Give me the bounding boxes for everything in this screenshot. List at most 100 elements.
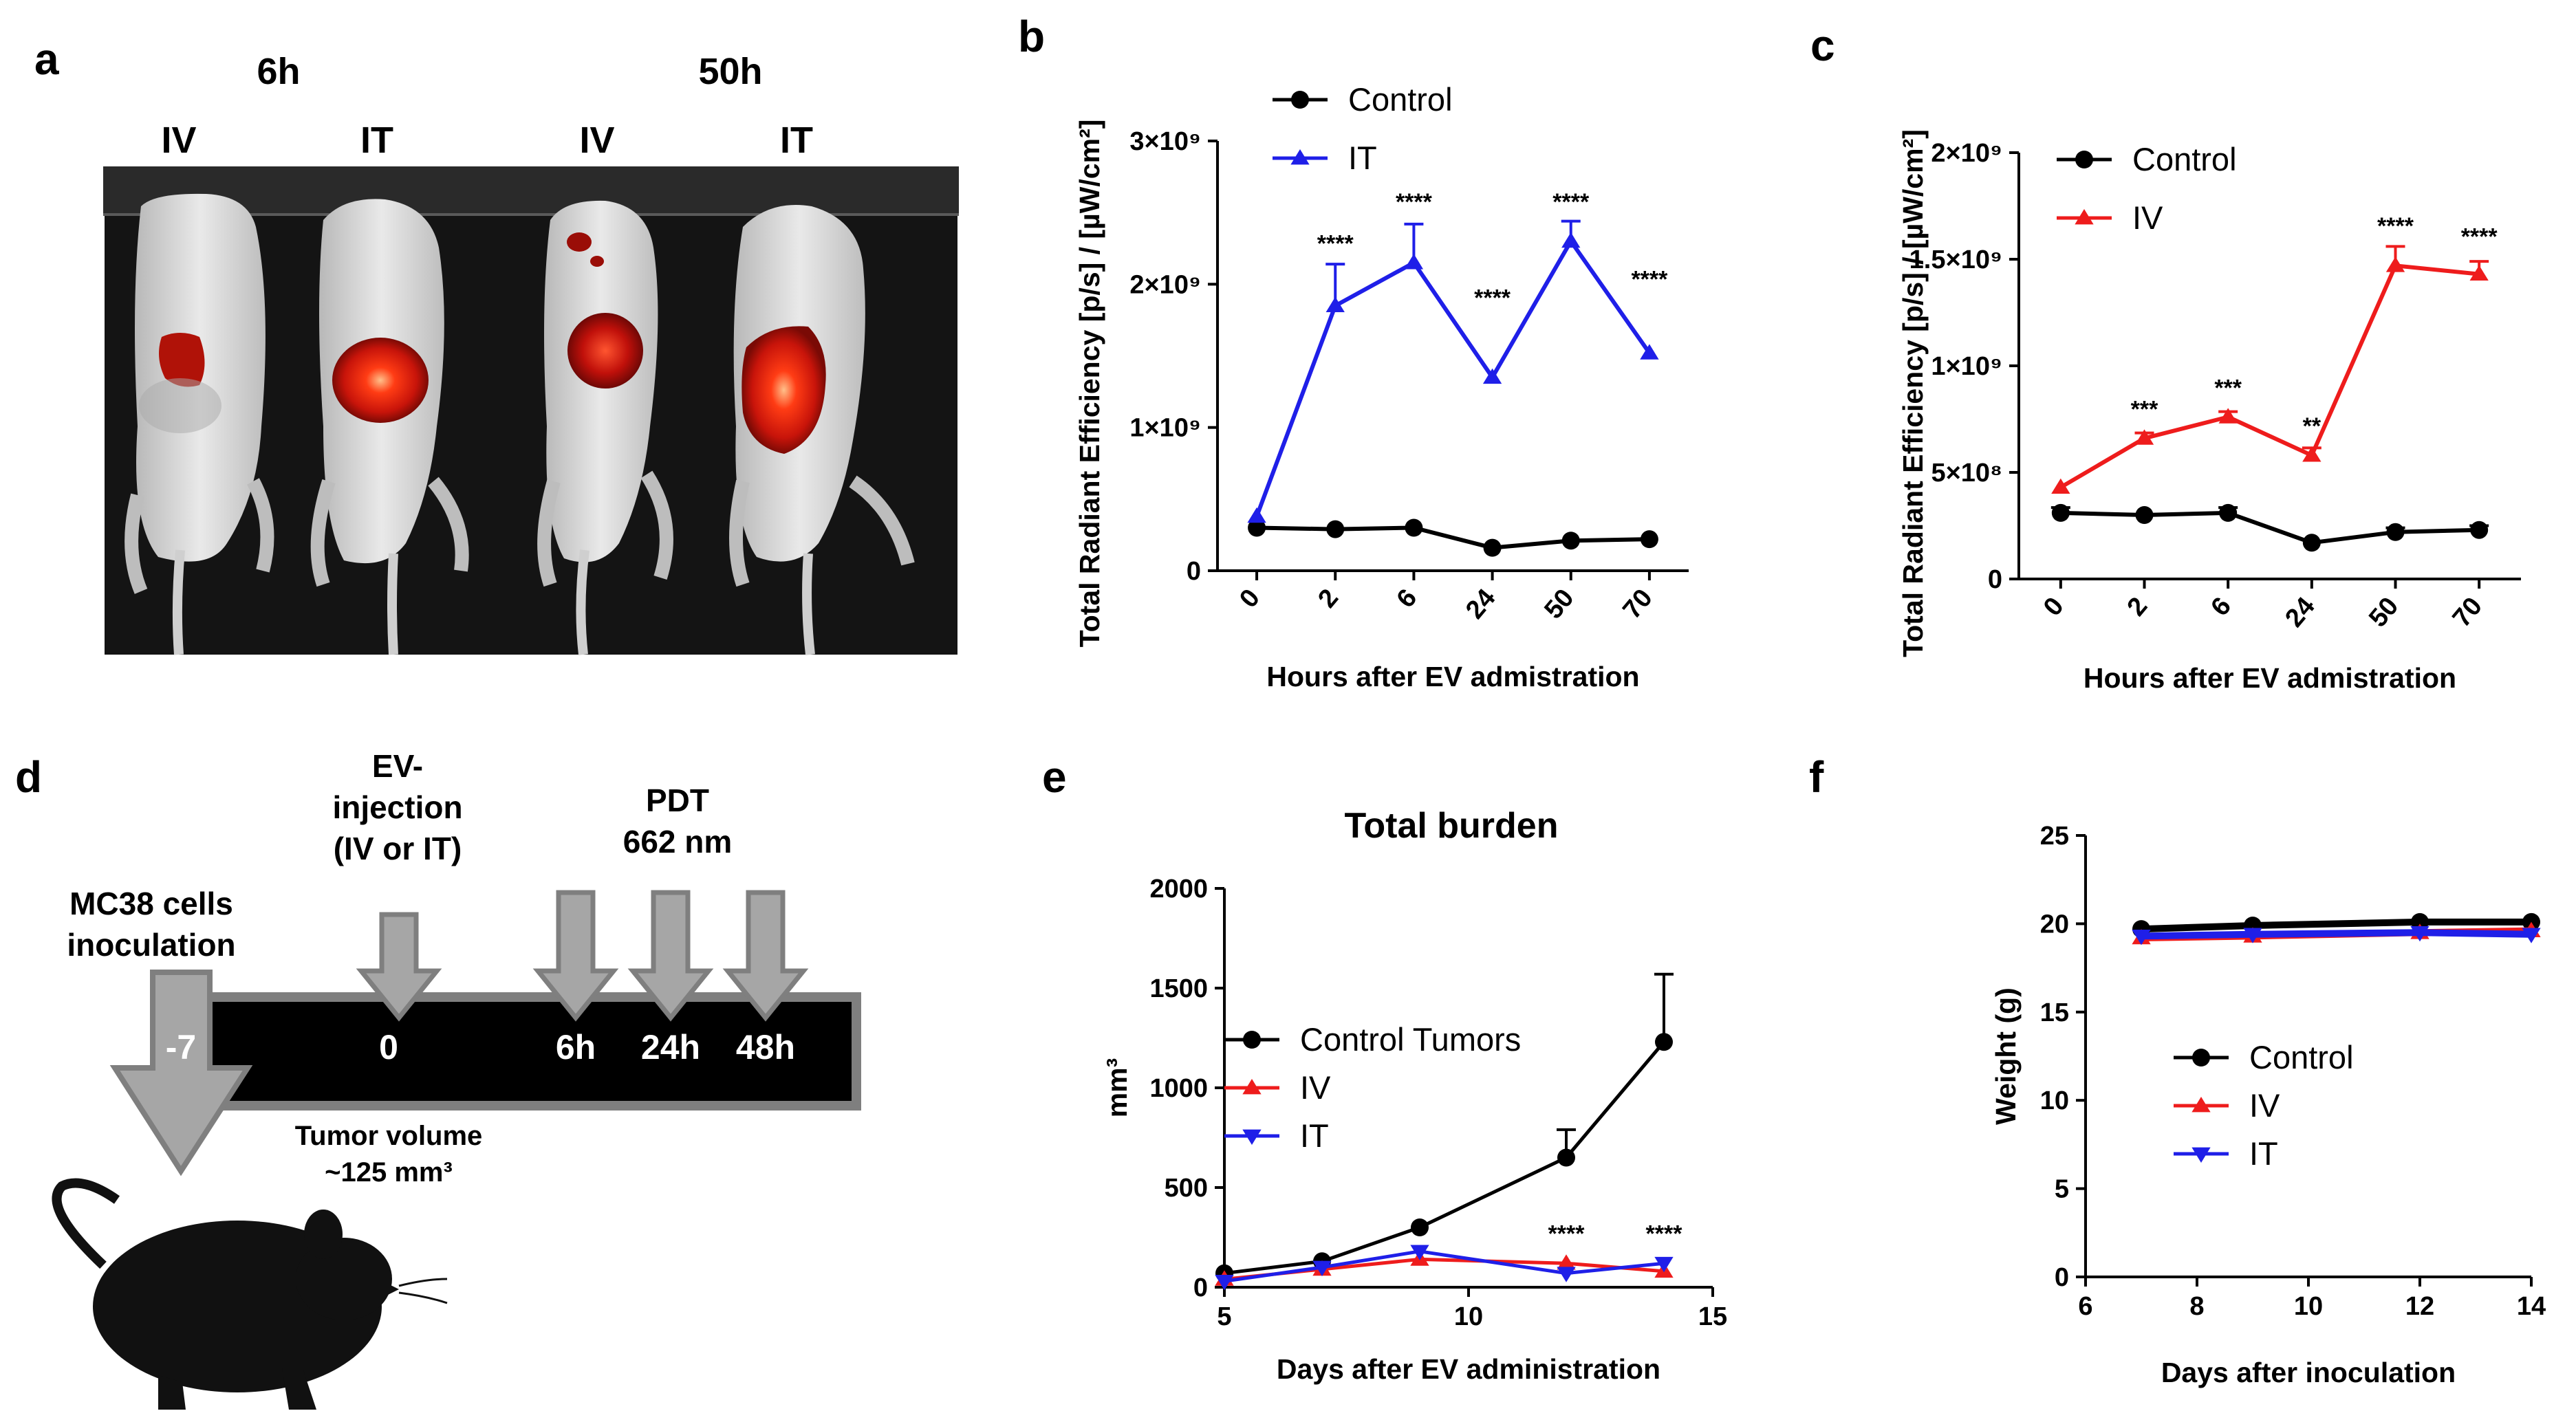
y-tick-label: 1×10⁹ <box>1931 352 2002 381</box>
x-tick-label: 2 <box>2122 592 2154 622</box>
y-tick-label: 500 <box>1165 1174 1208 1203</box>
y-tick-label: 0 <box>1187 557 1201 586</box>
x-axis-label: Days after EV administration <box>1277 1353 1660 1385</box>
panel-a: a 6h 50h IV IT IV IT <box>34 34 959 655</box>
significance-label: **** <box>1552 189 1590 215</box>
y-axis-label: Total Radiant Efficiency [p/s] / [µW/cm²… <box>1897 129 1929 657</box>
tumor-volume-note-line1: Tumor volume <box>295 1121 483 1151</box>
injection-note-line2: injection <box>332 789 462 825</box>
chart-f: 0 5 10 15 20 25 6 8 10 12 14 Days after inoculation… <box>1990 822 2546 1388</box>
x-tick-label: 0 <box>1234 584 1266 613</box>
data-point <box>1405 518 1423 537</box>
x-tick-label: 5 <box>1217 1302 1231 1331</box>
tumor-volume-note-line2: ~125 mm³ <box>325 1157 453 1188</box>
inoculation-note-line1: MC38 cells <box>69 886 233 921</box>
series-line <box>1255 239 1652 517</box>
series-it <box>2132 926 2541 945</box>
data-point <box>2132 930 2151 945</box>
x-tick-label: 15 <box>1698 1302 1727 1331</box>
y-tick-label: 1000 <box>1149 1074 1208 1103</box>
timeline-label-0: 0 <box>379 1028 398 1066</box>
x-axis-label: Hours after EV admistration <box>1266 661 1639 692</box>
pdt-arrow-24h <box>627 890 714 1022</box>
series-line <box>1224 1040 1665 1276</box>
data-point <box>1557 1267 1576 1282</box>
panel-c-label: c <box>1810 21 1835 70</box>
data-point <box>2243 928 2262 943</box>
time-label-6h: 6h <box>257 51 300 92</box>
significance-label: **** <box>1646 1221 1683 1247</box>
series-control <box>1248 518 1658 557</box>
y-tick-label: 20 <box>2040 910 2069 939</box>
y-tick-label: 0 <box>1193 1273 1208 1302</box>
y-tick-label: 25 <box>2040 822 2069 851</box>
timeline-label-24h: 24h <box>641 1028 700 1066</box>
data-point <box>1557 1254 1576 1270</box>
injection-arrow <box>356 912 442 1022</box>
y-tick-label: 1.5×10⁹ <box>1909 245 2002 274</box>
panel-b-label: b <box>1018 12 1045 61</box>
data-point <box>2469 265 2489 281</box>
panel-c: c 0 5×10⁸ 1×10⁹ 1.5×10⁹ 2×10⁹ 0 2 6 24 50 70 Hours … <box>1810 21 2521 694</box>
pdt-arrow-6h <box>532 890 619 1022</box>
data-point <box>2522 928 2541 943</box>
x-tick-label: 14 <box>2517 1292 2546 1321</box>
x-tick-label: 6 <box>1392 584 1423 613</box>
series-line <box>2059 263 2480 490</box>
data-point <box>1561 232 1581 248</box>
data-point <box>1655 1033 1673 1051</box>
group-label-it-6h: IT <box>360 120 393 161</box>
panel-e: e 0 500 1000 1500 2000 5 10 15 Days after EV adm… <box>1042 752 1727 1385</box>
significance-label: **** <box>1548 1221 1585 1247</box>
legend-marker <box>2191 1147 2211 1163</box>
y-tick-label: 3×10⁹ <box>1129 127 1201 156</box>
data-point <box>1247 507 1266 523</box>
injection-note-line3: (IV or IT) <box>334 831 462 866</box>
data-point <box>2386 523 2405 541</box>
data-point <box>1325 296 1345 312</box>
mouse-silhouette <box>52 1178 448 1410</box>
x-tick-label: 70 <box>1617 584 1658 624</box>
y-tick-label: 0 <box>1988 565 2002 594</box>
significance-label: **** <box>2377 213 2414 239</box>
x-tick-label: 2 <box>1312 584 1344 613</box>
mouse-imaging-photo <box>103 166 959 655</box>
significance-label: **** <box>1474 285 1511 311</box>
series-control-tumors <box>1215 972 1674 1282</box>
group-label-iv-6h: IV <box>161 120 196 161</box>
data-point <box>2385 256 2405 272</box>
series-line <box>2060 510 2480 545</box>
mouse-2 <box>310 199 469 655</box>
legend-label: IT <box>1300 1117 1329 1154</box>
data-point <box>2219 503 2238 522</box>
x-tick-label: 10 <box>2294 1292 2323 1321</box>
series-iv <box>2051 245 2489 494</box>
pdt-note-line2: 662 nm <box>623 824 733 860</box>
legend-marker <box>1291 91 1309 109</box>
significance-label: **** <box>2461 223 2498 250</box>
series-control <box>2050 503 2489 552</box>
data-point <box>2302 446 2321 462</box>
time-label-50h: 50h <box>698 51 762 92</box>
legend-marker <box>2075 151 2093 168</box>
x-tick-label: 12 <box>2405 1292 2434 1321</box>
y-tick-label: 2×10⁹ <box>1931 139 2002 168</box>
series-it <box>1215 1245 1674 1291</box>
legend-label: Control <box>1348 81 1453 118</box>
x-tick-label: 50 <box>1539 584 1579 624</box>
panel-a-label: a <box>34 34 59 84</box>
mouse-1 <box>125 193 274 655</box>
data-point <box>1404 254 1424 270</box>
data-point <box>2051 503 2070 522</box>
data-point <box>1326 520 1345 538</box>
x-tick-label: 70 <box>2447 592 2488 633</box>
y-tick-label: 0 <box>2055 1263 2069 1292</box>
timeline-label-48h: 48h <box>736 1028 795 1066</box>
inoculation-note-line2: inoculation <box>67 927 235 963</box>
panel-f-label: f <box>1809 752 1824 802</box>
legend-marker <box>2191 1097 2211 1113</box>
legend-marker <box>2192 1049 2210 1066</box>
data-point <box>1482 368 1502 384</box>
y-tick-label: 2×10⁹ <box>1129 270 1201 299</box>
data-point <box>2302 534 2321 552</box>
